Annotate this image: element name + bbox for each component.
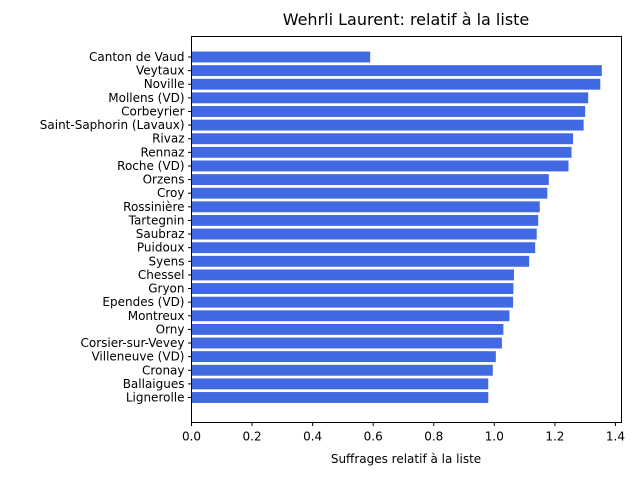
y-tick-label: Veytaux: [136, 64, 185, 78]
bar: [191, 146, 572, 158]
y-tick-label: Villeneuve (VD): [91, 350, 184, 364]
y-tick-label: Mollens (VD): [108, 91, 184, 105]
y-tick-label: Corsier-sur-Vevey: [80, 336, 184, 350]
bar: [191, 310, 510, 322]
y-tick-label: Puidoux: [137, 241, 185, 255]
bar: [191, 351, 496, 363]
x-tick-label: 0.4: [303, 430, 322, 444]
y-tick-label: Orny: [156, 322, 185, 336]
bar: [191, 92, 589, 104]
y-tick-label: Syens: [149, 254, 185, 268]
plot-frame: [191, 36, 622, 423]
x-tick-label: 1.2: [545, 430, 564, 444]
y-tick-label: Roche (VD): [117, 159, 184, 173]
x-axis-ticks: 0.0 0.2 0.4 0.6 0.8 1.0 1.2 1.4: [182, 422, 625, 444]
bar: [191, 392, 489, 403]
bar: [191, 296, 514, 308]
y-tick-label: Cronay: [142, 363, 184, 377]
bars-group: [191, 51, 602, 403]
bar: [191, 187, 548, 199]
x-axis-label: Suffrages relatif à la liste: [331, 452, 481, 466]
x-tick-label: 0.2: [243, 430, 262, 444]
bar: [191, 201, 540, 213]
x-tick-label: 1.0: [485, 430, 504, 444]
bar: [191, 160, 569, 172]
bar: [191, 133, 574, 145]
y-tick-label: Ependes (VD): [102, 295, 184, 309]
bar: [191, 174, 549, 186]
y-tick-label: Orzens: [143, 173, 185, 187]
bar: [191, 106, 586, 117]
y-tick-label: Lignerolle: [126, 391, 185, 405]
bar: [191, 283, 514, 294]
bar: [191, 119, 584, 131]
y-tick-label: Noville: [144, 77, 185, 91]
bar: [191, 364, 493, 376]
x-tick-label: 0.6: [364, 430, 383, 444]
chart-title: Wehrli Laurent: relatif à la liste: [283, 10, 530, 29]
x-tick-label: 0.0: [182, 430, 201, 444]
bar: [191, 65, 602, 77]
bar: [191, 255, 530, 267]
bar: [191, 228, 537, 240]
bar: [191, 269, 514, 281]
y-tick-label: Rennaz: [140, 145, 184, 159]
bar: [191, 78, 601, 90]
y-tick-label: Gryon: [148, 282, 184, 296]
bar: [191, 323, 504, 335]
y-tick-label: Rossinière: [123, 200, 184, 214]
bar: [191, 51, 371, 63]
bar: [191, 378, 489, 390]
bar: [191, 214, 539, 226]
bar: [191, 242, 536, 254]
bar: [191, 337, 502, 349]
y-tick-label: Canton de Vaud: [89, 50, 184, 64]
x-tick-label: 1.4: [606, 430, 625, 444]
y-tick-label: Chessel: [138, 268, 185, 282]
y-tick-label: Ballaigues: [123, 377, 185, 391]
x-tick-label: 0.8: [424, 430, 443, 444]
y-tick-label: Saubraz: [136, 227, 185, 241]
y-tick-label: Corbeyrier: [121, 104, 184, 118]
y-tick-label: Montreux: [128, 309, 185, 323]
y-tick-label: Croy: [157, 186, 185, 200]
y-tick-label: Saint-Saphorin (Lavaux): [40, 118, 185, 132]
y-tick-label: Tartegnin: [128, 213, 185, 227]
y-tick-label: Rivaz: [152, 132, 184, 146]
